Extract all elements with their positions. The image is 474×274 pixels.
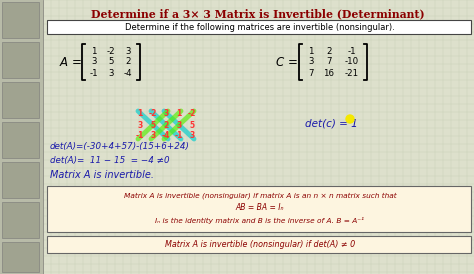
Text: 3: 3: [125, 47, 131, 56]
Text: 1: 1: [91, 47, 97, 56]
FancyBboxPatch shape: [2, 242, 39, 272]
FancyBboxPatch shape: [2, 122, 39, 158]
FancyBboxPatch shape: [2, 202, 39, 238]
Text: 3: 3: [308, 58, 314, 67]
FancyBboxPatch shape: [2, 82, 39, 118]
Text: 3: 3: [108, 68, 114, 78]
Text: 16: 16: [323, 68, 335, 78]
Text: AB = BA = Iₙ: AB = BA = Iₙ: [236, 204, 284, 213]
Text: 7: 7: [326, 58, 332, 67]
FancyBboxPatch shape: [2, 2, 39, 38]
Text: -1: -1: [348, 47, 356, 56]
Text: -1: -1: [136, 132, 144, 141]
Text: -10: -10: [345, 58, 359, 67]
Text: -2: -2: [107, 47, 115, 56]
Text: Iₙ is the identity matrix and B is the inverse of A. B = A⁻¹: Iₙ is the identity matrix and B is the i…: [155, 216, 365, 224]
Text: 5: 5: [150, 121, 155, 130]
Text: 2: 2: [164, 121, 169, 130]
FancyBboxPatch shape: [2, 162, 39, 198]
Text: 3: 3: [91, 58, 97, 67]
Text: Determine if a 3× 3 Matrix is Invertible (Determinant): Determine if a 3× 3 Matrix is Invertible…: [91, 8, 425, 19]
Text: -2: -2: [188, 110, 196, 118]
Text: 3: 3: [164, 110, 169, 118]
Text: -4: -4: [162, 132, 170, 141]
FancyBboxPatch shape: [2, 42, 39, 78]
Text: -1: -1: [175, 132, 183, 141]
Circle shape: [346, 115, 354, 123]
Text: -1: -1: [90, 68, 98, 78]
Bar: [0, 0, 43, 274]
Text: 5: 5: [108, 58, 114, 67]
FancyBboxPatch shape: [47, 236, 471, 253]
Text: 1: 1: [308, 47, 314, 56]
Text: 3: 3: [176, 121, 182, 130]
Text: 7: 7: [308, 68, 314, 78]
Text: 2: 2: [326, 47, 332, 56]
FancyBboxPatch shape: [47, 186, 471, 232]
Text: 3: 3: [150, 132, 155, 141]
Text: det(A)=  11 − 15  = −4 ≠0: det(A)= 11 − 15 = −4 ≠0: [50, 156, 170, 164]
Text: -2: -2: [149, 110, 157, 118]
Text: 2: 2: [125, 58, 131, 67]
FancyBboxPatch shape: [47, 20, 471, 34]
Text: Determine if the following matrices are invertible (nonsingular).: Determine if the following matrices are …: [125, 22, 395, 32]
Text: 1: 1: [176, 110, 182, 118]
Text: Matrix A is invertible (nonsingular) if matrix A is an n × n matrix such that: Matrix A is invertible (nonsingular) if …: [124, 193, 396, 199]
Text: -4: -4: [124, 68, 132, 78]
Text: $C\,=$: $C\,=$: [275, 56, 298, 70]
Text: Matrix A is invertible.: Matrix A is invertible.: [50, 170, 154, 180]
Text: $A\,=$: $A\,=$: [58, 56, 82, 70]
Text: -21: -21: [345, 68, 359, 78]
Text: 5: 5: [190, 121, 194, 130]
Text: 3: 3: [137, 121, 143, 130]
Text: det(A)=(-30+4+57)-(15+6+24): det(A)=(-30+4+57)-(15+6+24): [50, 142, 190, 152]
Text: Matrix A is invertible (nonsingular) if det(A) ≠ 0: Matrix A is invertible (nonsingular) if …: [165, 240, 355, 249]
Text: 1: 1: [137, 110, 143, 118]
Text: det(c) = 1: det(c) = 1: [305, 118, 358, 128]
Text: 3: 3: [190, 132, 195, 141]
